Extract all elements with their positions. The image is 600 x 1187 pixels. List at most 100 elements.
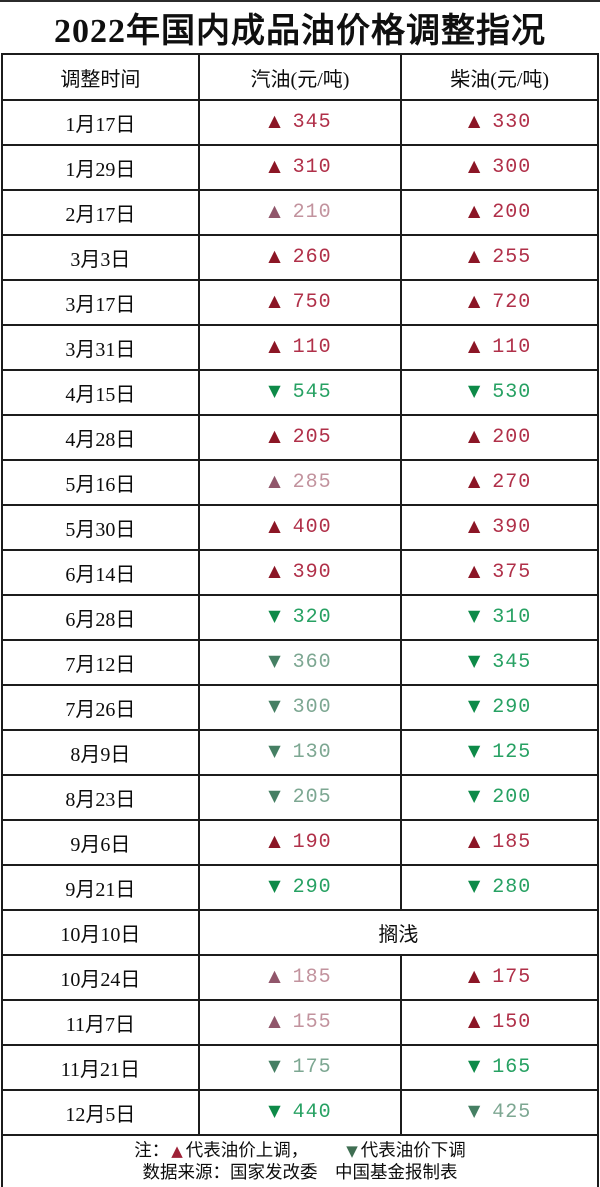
gasoline-cell: ▲ 750 (197, 279, 403, 326)
gasoline-cell: ▲ 210 (197, 189, 403, 236)
table-row: 12月5日 ▼ 440 ▼ 425 (1, 1089, 599, 1136)
price-change-value: 255 (492, 246, 532, 269)
table-row: 1月29日 ▲ 310 ▲ 300 (1, 144, 599, 191)
down-arrow-icon: ▼ (268, 876, 281, 895)
up-arrow-icon: ▲ (268, 111, 281, 130)
table-row: 3月17日 ▲ 750 ▲ 720 (1, 279, 599, 326)
date-cell: 9月6日 (1, 819, 200, 866)
price-change-value: 390 (292, 561, 332, 584)
price-change-value: 310 (492, 606, 532, 629)
up-arrow-icon: ▲ (467, 561, 481, 580)
up-arrow-icon: ▲ (268, 246, 281, 265)
price-change-value: 175 (292, 1056, 332, 1079)
up-arrow-icon: ▲ (268, 291, 281, 310)
price-change-value: 150 (492, 1011, 532, 1034)
diesel-cell: ▲ 255 (400, 234, 599, 281)
diesel-cell: ▲ 110 (400, 324, 599, 371)
gasoline-cell: ▲ 110 (197, 324, 403, 371)
gasoline-cell: ▲ 190 (197, 819, 403, 866)
price-change-value: 165 (492, 1056, 532, 1079)
page-title: 2022年国内成品油价格调整指况 (54, 13, 546, 50)
diesel-cell: ▲ 175 (400, 954, 599, 1001)
price-change-value: 190 (292, 831, 332, 854)
price-change-value: 290 (292, 876, 332, 899)
price-change-value: 440 (292, 1101, 332, 1124)
price-change-value: 530 (492, 381, 532, 404)
table-row: 5月30日 ▲ 400 ▲ 390 (1, 504, 599, 551)
up-arrow-icon: ▲ (467, 516, 481, 535)
up-arrow-icon: ▲ (467, 1011, 481, 1030)
price-change-value: 310 (292, 156, 332, 179)
diesel-cell: ▲ 390 (400, 504, 599, 551)
table-row: 8月23日 ▼ 205 ▼ 200 (1, 774, 599, 821)
diesel-cell: ▼ 425 (400, 1089, 599, 1136)
up-arrow-icon: ▲ (268, 1011, 281, 1030)
price-change-value: 110 (292, 336, 332, 359)
down-arrow-icon: ▼ (268, 651, 281, 670)
table-row: 2月17日 ▲ 210 ▲ 200 (1, 189, 599, 236)
down-arrow-icon: ▼ (467, 1056, 481, 1075)
up-arrow-icon: ▲ (467, 111, 481, 130)
date-cell: 4月15日 (1, 369, 200, 416)
up-arrow-icon: ▲ (268, 966, 281, 985)
price-change-value: 390 (492, 516, 532, 539)
header-row: 调整时间 汽油(元/吨) 柴油(元/吨) (1, 53, 599, 101)
table-row: 1月17日 ▲ 345 ▲ 330 (1, 99, 599, 146)
price-change-value: 375 (492, 561, 532, 584)
price-change-value: 750 (292, 291, 332, 314)
date-cell: 2月17日 (1, 189, 200, 236)
table-row: 4月15日 ▼ 545 ▼ 530 (1, 369, 599, 416)
up-arrow-icon: ▲ (467, 426, 481, 445)
gasoline-cell: ▲ 185 (197, 954, 403, 1001)
down-arrow-icon: ▼ (268, 741, 281, 760)
price-change-value: 205 (292, 786, 332, 809)
diesel-cell: ▲ 330 (400, 99, 599, 146)
price-change-value: 545 (292, 381, 332, 404)
price-table: 调整时间 汽油(元/吨) 柴油(元/吨) 1月17日 ▲ 345 ▲ 330 1月29日 ▲… (1, 53, 600, 1187)
diesel-cell: ▲ 375 (400, 549, 599, 596)
table-row: 7月12日 ▼ 360 ▼ 345 (1, 639, 599, 686)
up-arrow-icon: ▲ (467, 831, 481, 850)
price-change-value: 300 (492, 156, 532, 179)
down-arrow-icon: ▼ (346, 1142, 358, 1160)
diesel-cell: ▼ 280 (400, 864, 599, 911)
gasoline-cell: ▲ 390 (197, 549, 403, 596)
gasoline-cell: ▼ 545 (197, 369, 403, 416)
header-adjust-date: 调整时间 (1, 53, 200, 101)
price-change-value: 175 (492, 966, 532, 989)
table-row: 3月3日 ▲ 260 ▲ 255 (1, 234, 599, 281)
up-arrow-icon: ▲ (171, 1142, 183, 1160)
date-cell: 3月17日 (1, 279, 200, 326)
legend-note-prefix: 注： (134, 1140, 170, 1160)
gasoline-cell: ▼ 300 (197, 684, 403, 731)
price-change-value: 260 (292, 246, 332, 269)
table-row: 10月10日 搁浅 (1, 909, 600, 956)
source-line: 数据来源：国家发改委 中国基金报制表 (142, 1162, 458, 1183)
date-cell: 3月31日 (1, 324, 200, 371)
diesel-cell: ▼ 125 (400, 729, 599, 776)
price-change-value: 400 (292, 516, 332, 539)
up-arrow-icon: ▲ (268, 471, 281, 490)
up-arrow-icon: ▲ (268, 336, 281, 355)
diesel-cell: ▼ 530 (400, 369, 599, 416)
up-arrow-icon: ▲ (467, 471, 481, 490)
down-arrow-icon: ▼ (467, 381, 481, 400)
price-change-value: 200 (492, 201, 532, 224)
table-row: 3月31日 ▲ 110 ▲ 110 (1, 324, 599, 371)
up-arrow-icon: ▲ (467, 291, 481, 310)
diesel-cell: ▲ 200 (400, 189, 599, 236)
date-cell: 8月9日 (1, 729, 200, 776)
date-cell: 7月26日 (1, 684, 200, 731)
up-arrow-icon: ▲ (268, 516, 281, 535)
date-cell: 8月23日 (1, 774, 200, 821)
price-change-value: 155 (292, 1011, 332, 1034)
price-change-value: 200 (492, 786, 532, 809)
gasoline-cell: ▼ 440 (197, 1089, 403, 1136)
header-diesel: 柴油(元/吨) (400, 53, 599, 101)
up-arrow-icon: ▲ (467, 156, 481, 175)
date-cell: 6月28日 (1, 594, 200, 641)
diesel-cell: ▲ 300 (400, 144, 599, 191)
up-arrow-icon: ▲ (467, 246, 481, 265)
up-arrow-icon: ▲ (467, 966, 481, 985)
